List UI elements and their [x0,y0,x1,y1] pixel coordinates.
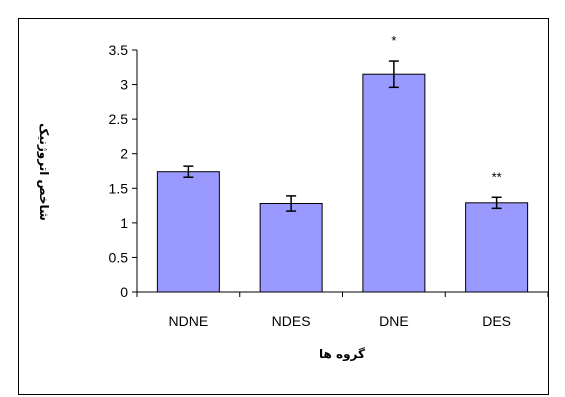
y-tick-label: 3 [120,77,128,93]
bar [362,73,426,293]
y-tick-label: 3.5 [109,42,129,58]
category-label: DES [482,313,511,329]
y-tick-label: 0.5 [109,249,129,265]
significance-label: ** [492,169,502,184]
x-axis-title: گروه ها [319,347,365,362]
y-tick-label: 1.5 [109,180,129,196]
bar [259,202,323,293]
y-tick-label: 1 [120,215,128,231]
y-axis-title: شاخص اتروژنیک [36,123,51,221]
plot-area: 0 0.5 1 1.5 2 2.5 3 3.5 NDNE NDES * DNE ** DES [109,33,549,329]
y-tick-label: 0 [120,284,128,300]
category-label: NDNE [169,313,209,329]
bar [465,202,529,293]
bar [156,171,220,293]
significance-label: * [391,33,396,48]
y-tick-label: 2.5 [109,111,129,127]
category-label: NDES [272,313,311,329]
y-tick-label: 2 [120,146,128,162]
category-label: DNE [379,313,409,329]
